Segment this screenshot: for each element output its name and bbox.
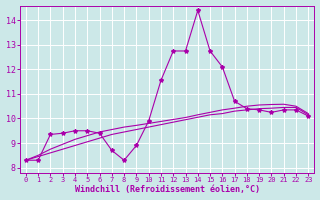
X-axis label: Windchill (Refroidissement éolien,°C): Windchill (Refroidissement éolien,°C) (75, 185, 260, 194)
